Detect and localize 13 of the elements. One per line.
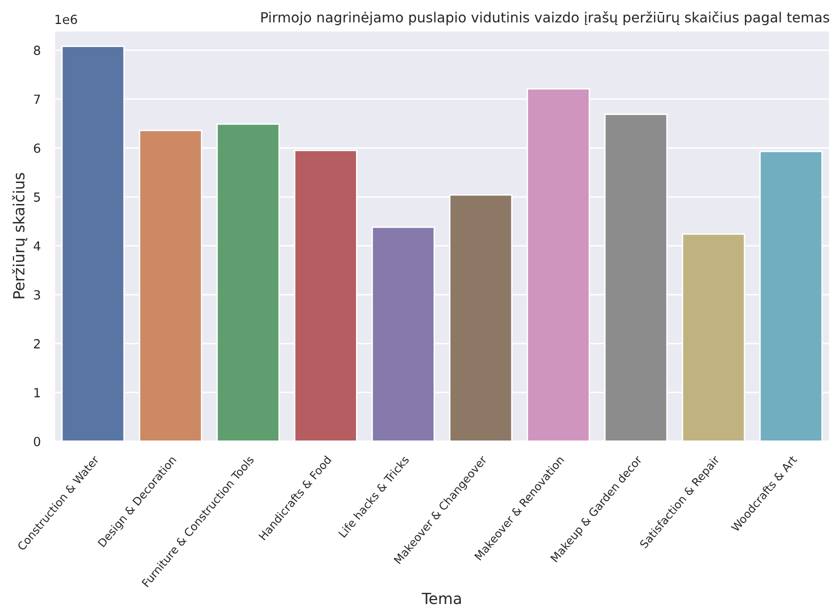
y-tick-label: 1 <box>34 388 40 398</box>
y-tick-label: 6 <box>34 143 40 153</box>
y-tick-label: 3 <box>34 290 40 300</box>
text: 1e6 <box>56 14 78 24</box>
y-tick-label: 0 <box>34 436 40 446</box>
y-tick-label: 8 <box>34 46 40 56</box>
chart-title: Pirmojo nagrinėjamo puslapio vidutinis vaizdo įrašų peržiūrų skaičius pagal temas <box>261 11 830 26</box>
y-tick-label: 5 <box>34 192 40 202</box>
y-tick-label: 2 <box>34 339 40 348</box>
y-axis-title: Peržiūrų skaičius <box>12 172 28 298</box>
x-axis-title: Tema <box>422 592 461 604</box>
y-tick-label: 7 <box>34 94 40 104</box>
y-tick-label: 4 <box>34 241 40 251</box>
